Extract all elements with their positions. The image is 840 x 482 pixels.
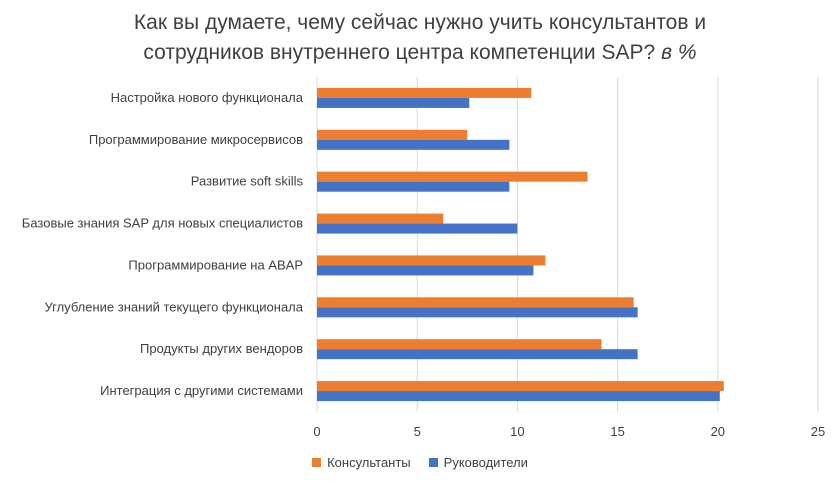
x-tick-label: 20 bbox=[711, 424, 725, 439]
category-label: Программирование на ABAP bbox=[128, 257, 303, 272]
category-label: Продукты других вендоров bbox=[140, 341, 303, 356]
bar-managers-6 bbox=[317, 349, 638, 360]
legend-swatch-managers bbox=[428, 458, 438, 467]
category-label: Программирование микросервисов bbox=[89, 132, 303, 147]
chart-title-line-2-text: сотрудников внутреннего центра компетенц… bbox=[143, 41, 656, 64]
bar-managers-3 bbox=[317, 223, 518, 234]
category-label: Интеграция с другими системами bbox=[100, 383, 303, 398]
legend-item-managers: Руководители bbox=[428, 455, 528, 470]
chart-legend: Консультанты Руководители bbox=[0, 455, 840, 470]
chart-title-line-2: сотрудников внутреннего центра компетенц… bbox=[0, 38, 840, 68]
bar-consultants-0 bbox=[317, 87, 532, 98]
bar-managers-1 bbox=[317, 139, 510, 150]
x-tick-label: 5 bbox=[414, 424, 421, 439]
x-tick-label: 0 bbox=[313, 424, 320, 439]
category-label: Углубление знаний текущего функционала bbox=[44, 299, 303, 314]
bar-managers-2 bbox=[317, 181, 510, 192]
legend-item-consultants: Консультанты bbox=[312, 455, 411, 470]
bar-consultants-1 bbox=[317, 129, 468, 140]
category-label: Развитие soft skills bbox=[191, 174, 304, 189]
bar-consultants-4 bbox=[317, 255, 546, 266]
legend-label-consultants: Консультанты bbox=[327, 455, 411, 470]
bar-consultants-6 bbox=[317, 339, 602, 350]
bar-managers-7 bbox=[317, 391, 720, 402]
bar-managers-4 bbox=[317, 265, 534, 276]
x-tick-label: 15 bbox=[610, 424, 624, 439]
category-label: Настройка нового функционала bbox=[111, 90, 304, 105]
bar-managers-0 bbox=[317, 97, 470, 108]
bar-consultants-3 bbox=[317, 213, 444, 224]
legend-swatch-consultants bbox=[312, 458, 322, 467]
bar-consultants-5 bbox=[317, 297, 634, 308]
legend-label-managers: Руководители bbox=[443, 455, 528, 470]
category-label: Базовые знания SAP для новых специалисто… bbox=[22, 216, 303, 231]
x-tick-label: 25 bbox=[811, 424, 825, 439]
x-tick-label: 10 bbox=[510, 424, 524, 439]
chart-title: Как вы думаете, чему сейчас нужно учить … bbox=[0, 8, 840, 68]
chart-title-unit: в % bbox=[661, 41, 697, 64]
bar-managers-5 bbox=[317, 307, 638, 318]
chart-title-line-1: Как вы думаете, чему сейчас нужно учить … bbox=[133, 11, 707, 34]
bar-consultants-2 bbox=[317, 171, 588, 182]
bar-consultants-7 bbox=[317, 381, 724, 392]
